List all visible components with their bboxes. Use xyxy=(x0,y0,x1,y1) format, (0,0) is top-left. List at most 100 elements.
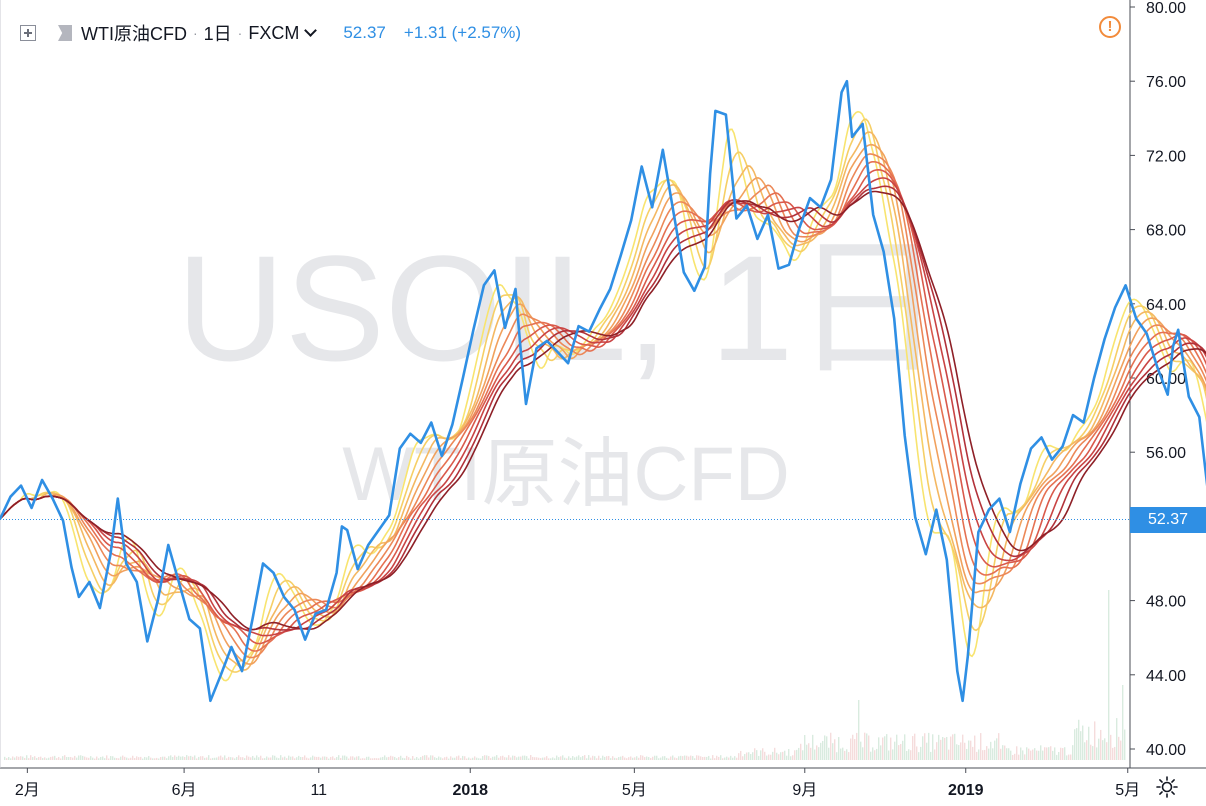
volume-bar xyxy=(360,758,362,760)
volume-bar xyxy=(48,757,50,760)
y-tick-label: 68.00 xyxy=(1146,223,1186,240)
symbol-title[interactable]: WTI原油CFD xyxy=(81,24,187,44)
volume-bar xyxy=(124,756,126,760)
volume-bar xyxy=(526,756,528,760)
volume-bar xyxy=(350,756,352,760)
volume-bar xyxy=(288,755,290,760)
volume-bar xyxy=(362,758,364,760)
volume-bar xyxy=(440,757,442,760)
volume-bar xyxy=(248,756,250,760)
volume-bar xyxy=(962,734,964,760)
volume-bar xyxy=(322,756,324,760)
volume-bar xyxy=(194,755,196,760)
volume-bar xyxy=(920,746,922,760)
volume-bar xyxy=(888,750,890,760)
volume-bar xyxy=(542,757,544,760)
volume-bar xyxy=(84,756,86,760)
y-tick-label: 72.00 xyxy=(1146,148,1186,165)
volume-bar xyxy=(1090,744,1092,760)
volume-bar xyxy=(538,757,540,760)
volume-bar xyxy=(700,756,702,760)
volume-bar xyxy=(744,754,746,760)
volume-bar xyxy=(680,755,682,760)
volume-bar xyxy=(514,755,516,760)
volume-bar xyxy=(574,757,576,760)
settings-icon[interactable] xyxy=(1156,776,1178,798)
volume-bar xyxy=(544,757,546,760)
volume-bar xyxy=(280,755,282,760)
volume-bar xyxy=(616,758,618,760)
volume-bar xyxy=(1038,750,1040,760)
volume-bar xyxy=(1122,685,1124,760)
volume-bar xyxy=(932,734,934,760)
volume-bar xyxy=(898,745,900,760)
volume-bar xyxy=(564,757,566,760)
volume-bar xyxy=(906,750,908,760)
volume-bar xyxy=(130,757,132,760)
volume-bar xyxy=(332,756,334,760)
volume-bar xyxy=(502,755,504,760)
volume-bar xyxy=(782,751,784,760)
volume-bar xyxy=(1026,747,1028,760)
plus-square-icon[interactable] xyxy=(20,25,36,41)
volume-bar xyxy=(40,756,42,760)
volume-bar xyxy=(786,755,788,760)
chevron-down-icon[interactable] xyxy=(304,23,318,37)
volume-bar xyxy=(796,749,798,760)
volume-bar xyxy=(534,757,536,760)
volume-bar xyxy=(840,748,842,760)
volume-bar xyxy=(988,748,990,760)
alert-icon[interactable]: ! xyxy=(1099,16,1121,38)
volume-bar xyxy=(980,733,982,760)
volume-bar xyxy=(398,757,400,760)
volume-bar xyxy=(878,737,880,760)
volume-bar xyxy=(234,758,236,760)
interval-label[interactable]: 1日 xyxy=(203,24,232,44)
volume-bar xyxy=(518,756,520,760)
volume-bar xyxy=(392,756,394,760)
volume-bar xyxy=(794,750,796,760)
volume-bar xyxy=(1084,742,1086,760)
x-tick-label: 6月 xyxy=(172,782,197,799)
volume-bar xyxy=(36,757,38,760)
volume-bar xyxy=(672,755,674,760)
volume-bar xyxy=(410,758,412,760)
volume-bar xyxy=(690,755,692,760)
volume-bar xyxy=(344,755,346,760)
volume-bar xyxy=(478,758,480,760)
volume-bar xyxy=(1112,747,1114,760)
volume-bar xyxy=(150,757,152,760)
volume-bar xyxy=(578,755,580,760)
volume-bar xyxy=(638,757,640,760)
volume-bar xyxy=(866,733,868,760)
volume-bar xyxy=(222,757,224,760)
volume-bar xyxy=(244,758,246,760)
last-price: 52.37 xyxy=(343,23,386,42)
volume-bar xyxy=(374,758,376,760)
volume-bar xyxy=(618,757,620,760)
volume-bar xyxy=(658,758,660,760)
volume-bar xyxy=(814,749,816,760)
y-tick-label: 76.00 xyxy=(1146,74,1186,91)
volume-bar xyxy=(408,757,410,760)
volume-bar xyxy=(192,756,194,760)
volume-bar xyxy=(872,747,874,760)
volume-bar xyxy=(330,756,332,760)
volume-bar xyxy=(196,758,198,760)
ma-ribbon xyxy=(0,110,1206,682)
exchange-label[interactable]: FXCM xyxy=(248,22,300,43)
volume-bar xyxy=(16,756,18,760)
x-tick-label: 11 xyxy=(310,782,327,799)
volume-bar xyxy=(1030,750,1032,760)
volume-bar xyxy=(94,758,96,760)
volume-bar xyxy=(290,756,292,760)
volume-bar xyxy=(674,757,676,760)
volume-bar xyxy=(612,756,614,760)
volume-bar xyxy=(420,757,422,760)
volume-bar xyxy=(178,755,180,760)
volume-bar xyxy=(640,755,642,760)
volume-bar xyxy=(462,755,464,760)
volume-bar xyxy=(270,757,272,760)
volume-bar xyxy=(44,757,46,760)
